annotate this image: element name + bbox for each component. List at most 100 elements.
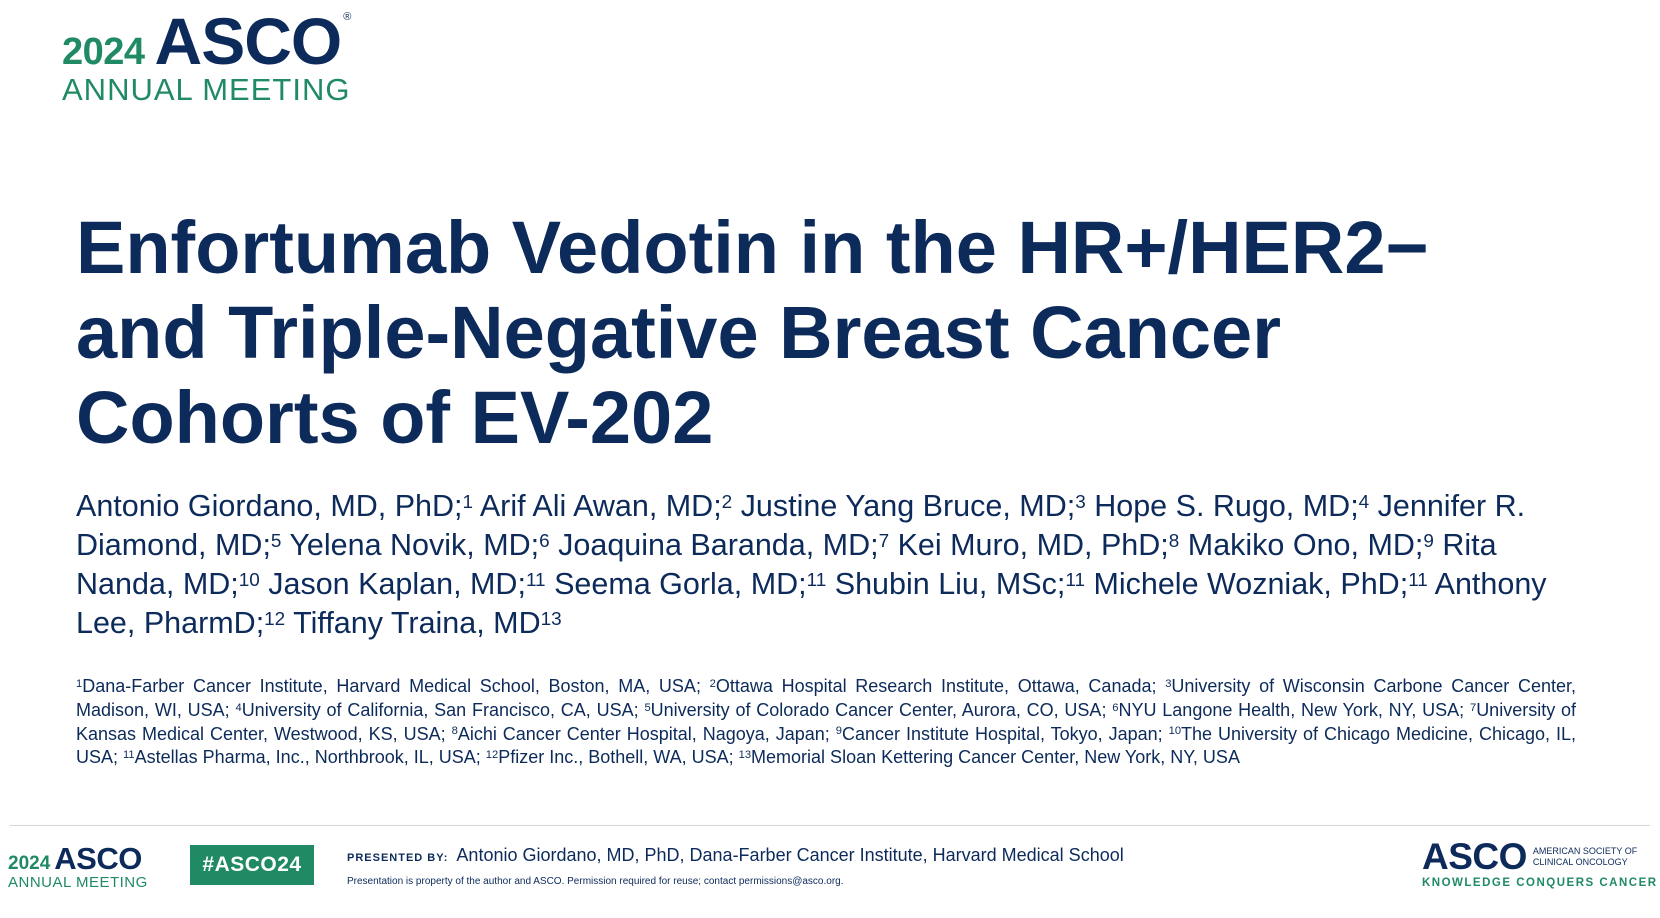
affiliation: 10The University of Chicago Medicine, Ch… xyxy=(76,724,1576,768)
author-name: Arif Ali Awan, MD; xyxy=(479,489,722,523)
affiliation-text: Memorial Sloan Kettering Cancer Center, … xyxy=(751,747,1240,768)
society-name: American Society of Clinical Oncology xyxy=(1533,846,1637,868)
author: Jennifer R. Diamond, MD;5 xyxy=(76,489,1525,562)
property-notice: Presentation is property of the author a… xyxy=(347,876,844,887)
affiliation-text: Pfizer Inc., Bothell, WA, USA; xyxy=(498,747,734,768)
affiliation-text: University of California, San Francisco,… xyxy=(241,699,639,720)
logo-brand: ASCO xyxy=(154,4,343,78)
asco-society-row: ASCO American Society of Clinical Oncolo… xyxy=(1422,838,1654,876)
author-affiliation-number: 11 xyxy=(1065,570,1085,592)
affiliation: 2Ottawa Hospital Research Institute, Ott… xyxy=(710,676,1157,696)
author-name: Michele Wozniak, PhD; xyxy=(1093,567,1409,601)
affiliation-number: 10 xyxy=(1168,725,1182,738)
presented-by-label: PRESENTED BY: xyxy=(347,852,449,864)
affiliation: 12Pfizer Inc., Bothell, WA, USA; xyxy=(486,747,734,767)
author: Antonio Giordano, MD, PhD;1 xyxy=(76,489,473,523)
author-affiliation-number: 11 xyxy=(1408,570,1428,592)
author-affiliation-number: 9 xyxy=(1423,531,1434,553)
logo-meeting-text: ANNUAL MEETING xyxy=(62,72,351,107)
affiliation-number: 6 xyxy=(1112,701,1119,714)
author-name: Seema Gorla, MD; xyxy=(554,567,807,601)
author-name: Joaquina Baranda, MD; xyxy=(558,528,879,562)
asco-tagline: KNOWLEDGE CONQUERS CANCER xyxy=(1422,877,1658,889)
logo-row: 2024 ASCO ® xyxy=(62,8,382,74)
affiliation: 7University of Kansas Medical Center, We… xyxy=(76,700,1576,744)
author-name: Anthony Lee, PharmD; xyxy=(76,567,1547,640)
affiliation-number: 8 xyxy=(451,725,458,738)
author-name: Antonio Giordano, MD, PhD; xyxy=(76,489,463,523)
slide-title: Enfortumab Vedotin in the HR+/HER2− and … xyxy=(76,205,1606,460)
affiliation: 8Aichi Cancer Center Hospital, Nagoya, J… xyxy=(452,724,830,744)
author-name: Rita Nanda, MD; xyxy=(76,528,1497,601)
society-line-2: Clinical Oncology xyxy=(1532,857,1628,867)
author-affiliation-number: 7 xyxy=(878,531,890,553)
affiliation-number: 3 xyxy=(1165,677,1172,690)
registered-mark: ® xyxy=(343,11,352,23)
hashtag-badge: #ASCO24 xyxy=(190,845,314,885)
logo-year: 2024 xyxy=(62,31,145,73)
author-affiliation-number: 11 xyxy=(806,570,827,592)
title-line-1: Enfortumab Vedotin in the HR+/HER2− xyxy=(76,206,1429,289)
affiliation-number: 4 xyxy=(235,701,242,714)
affiliation: 6NYU Langone Health, New York, NY, USA; xyxy=(1112,700,1464,720)
author: Rita Nanda, MD;10 xyxy=(76,528,1497,601)
author-affiliation-number: 13 xyxy=(540,609,562,631)
author-affiliation-number: 12 xyxy=(264,609,286,631)
author-affiliation-number: 6 xyxy=(539,531,550,553)
author-name: Tiffany Traina, MD xyxy=(293,606,541,640)
affiliation-text: The University of Chicago Medicine, Chic… xyxy=(76,723,1576,768)
author-list: Antonio Giordano, MD, PhD;1 Arif Ali Awa… xyxy=(76,487,1586,643)
affiliation: 4University of California, San Francisco… xyxy=(235,700,638,720)
author-name: Yelena Novik, MD; xyxy=(289,528,540,562)
author-name: Justine Yang Bruce, MD; xyxy=(740,489,1076,523)
author: Hope S. Rugo, MD;4 xyxy=(1094,489,1369,523)
affiliation-text: University of Colorado Cancer Center, Au… xyxy=(650,699,1107,720)
author: Shubin Liu, MSc;11 xyxy=(835,567,1085,601)
asco-brand-text: ASCO xyxy=(1422,836,1527,877)
asco-annual-meeting-logo: 2024 ASCO ® ANNUAL MEETING xyxy=(62,8,382,108)
affiliation-text: Cancer Institute Hospital, Tokyo, Japan; xyxy=(841,723,1163,744)
affiliation: 1Dana-Farber Cancer Institute, Harvard M… xyxy=(76,676,701,696)
footer-logo-row: 2024 ASCO xyxy=(8,843,178,875)
affiliation-text: Aichi Cancer Center Hospital, Nagoya, Ja… xyxy=(457,723,830,744)
footer-logo-brand: ASCO xyxy=(54,841,142,876)
author-affiliation-number: 5 xyxy=(270,531,282,553)
author: Tiffany Traina, MD13 xyxy=(293,606,562,640)
author-affiliation-number: 1 xyxy=(462,492,474,514)
affiliation-text: University of Wisconsin Carbone Cancer C… xyxy=(76,676,1576,720)
author: Joaquina Baranda, MD;7 xyxy=(558,528,889,562)
footer-meeting-logo: 2024 ASCO ANNUAL MEETING xyxy=(8,843,178,891)
author-affiliation-number: 2 xyxy=(721,492,733,514)
author-name: Makiko Ono, MD; xyxy=(1187,528,1424,562)
affiliation-text: NYU Langone Health, New York, NY, USA; xyxy=(1118,699,1465,720)
footer-logo-year: 2024 xyxy=(8,853,51,874)
affiliation-number: 13 xyxy=(738,749,752,762)
affiliation-number: 2 xyxy=(709,677,716,690)
author-affiliation-number: 4 xyxy=(1358,492,1370,514)
author-affiliation-number: 11 xyxy=(525,570,546,592)
author: Makiko Ono, MD;9 xyxy=(1188,528,1434,562)
affiliation-number: 1 xyxy=(76,677,83,690)
author-name: Kei Muro, MD, PhD; xyxy=(897,528,1169,562)
author: Kei Muro, MD, PhD;8 xyxy=(898,528,1180,562)
author-affiliation-number: 3 xyxy=(1075,492,1086,514)
affiliation-text: Ottawa Hospital Research Institute, Otta… xyxy=(715,676,1157,696)
affiliation-text: Dana-Farber Cancer Institute, Harvard Me… xyxy=(82,676,701,696)
title-line-3: Cohorts of EV-202 xyxy=(76,376,714,459)
author-name: Shubin Liu, MSc; xyxy=(834,567,1066,601)
affiliation-number: 12 xyxy=(485,749,499,762)
affiliation-number: 9 xyxy=(835,725,842,738)
affiliation: 11Astellas Pharma, Inc., Northbrook, IL,… xyxy=(123,747,481,767)
author: Justine Yang Bruce, MD;3 xyxy=(741,489,1086,523)
author-name: Jason Kaplan, MD; xyxy=(268,567,526,601)
author-name: Hope S. Rugo, MD; xyxy=(1094,489,1359,523)
author: Michele Wozniak, PhD;11 xyxy=(1093,567,1427,601)
author: Jason Kaplan, MD;11 xyxy=(268,567,545,601)
presented-by: PRESENTED BY: Antonio Giordano, MD, PhD, … xyxy=(347,845,1124,866)
author: Seema Gorla, MD;11 xyxy=(554,567,826,601)
title-line-2: and Triple-Negative Breast Cancer xyxy=(76,291,1281,374)
author-affiliation-number: 10 xyxy=(238,570,260,592)
society-line-1: American Society of xyxy=(1532,846,1638,856)
author: Yelena Novik, MD;6 xyxy=(289,528,549,562)
